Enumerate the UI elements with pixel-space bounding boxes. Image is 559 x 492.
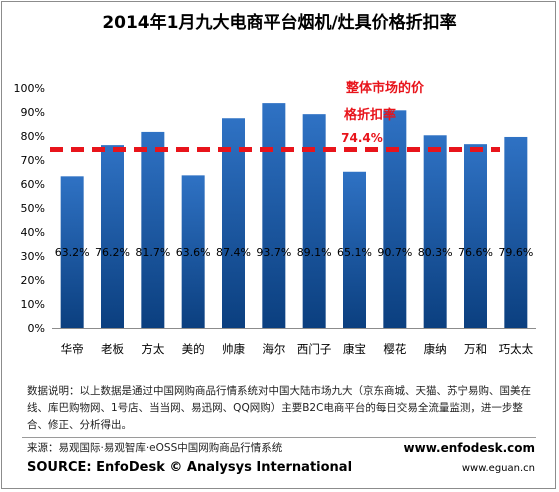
bar [464,144,487,328]
data-note: 数据说明：以上数据是通过中国网购商品行情系统对中国大陆市场九大（京东商城、天猫、… [27,385,531,431]
market-average-value: 74.4% [341,131,383,145]
x-tick-label: 方太 [141,342,164,356]
x-tick-label: 巧太太 [499,342,534,356]
data-label: 80.3% [418,246,453,259]
bar [504,136,528,328]
y-tick-label: 70% [21,154,45,167]
x-tick-label: 康纳 [424,342,447,356]
data-label: 63.6% [176,246,211,259]
chart-title: 2014年1月九大电商平台烟机/灶具价格折扣率 [102,13,457,33]
x-tick-label: 老板 [101,342,124,356]
data-label: 87.4% [216,246,251,259]
x-tick-label: 康宝 [343,342,366,356]
bar [383,110,407,328]
data-label: 93.7% [256,246,291,259]
data-label: 65.1% [337,246,372,259]
bar [101,145,124,328]
y-tick-label: 40% [21,226,45,239]
y-tick-label: 0% [28,322,45,335]
data-label: 89.1% [297,246,332,259]
y-tick-label: 30% [21,250,45,263]
bar [181,175,205,328]
y-tick-label: 50% [21,202,45,215]
x-tick-label: 帅康 [222,342,245,356]
footer-divider [22,437,536,438]
y-tick-label: 100% [14,82,45,95]
data-label: 81.7% [135,246,170,259]
y-tick-label: 80% [21,130,45,143]
enfodesk-url: www.enfodesk.com [403,441,535,455]
y-tick-label: 90% [21,106,45,119]
x-tick-label: 美的 [182,342,205,356]
x-tick-label: 华帝 [61,342,84,356]
source-english: SOURCE: EnfoDesk © Analysys Internationa… [27,460,353,475]
data-label: 76.6% [458,246,493,259]
data-label: 76.2% [95,246,130,259]
market-average-label-line2: 格折扣率 [344,107,396,123]
data-label: 79.6% [498,246,533,259]
x-tick-label: 樱花 [383,342,406,356]
bar [302,114,326,328]
data-label: 90.7% [377,246,412,259]
bar [343,171,366,328]
x-tick-label: 万和 [464,342,487,356]
eguan-url: www.eguan.cn [461,463,535,474]
data-label: 63.2% [55,246,90,259]
source-chinese: 来源：易观国际·易观智库·eOSS中国网购商品行情系统 [27,442,283,454]
bar [60,176,84,328]
y-tick-label: 10% [21,298,45,311]
market-average-label-line1: 整体市场的价 [345,80,425,96]
bar [262,103,286,329]
bar [222,118,245,329]
y-tick-label: 20% [21,274,45,287]
bar [141,131,165,328]
x-tick-label: 西门子 [297,342,332,356]
y-tick-label: 60% [21,178,45,191]
x-tick-label: 海尔 [262,342,285,356]
bar [423,135,447,328]
bar-chart: 0% 10% 20% 30% 40% 50% 60% 70% 80% 90% 100% 63.2% 华… [14,80,536,356]
